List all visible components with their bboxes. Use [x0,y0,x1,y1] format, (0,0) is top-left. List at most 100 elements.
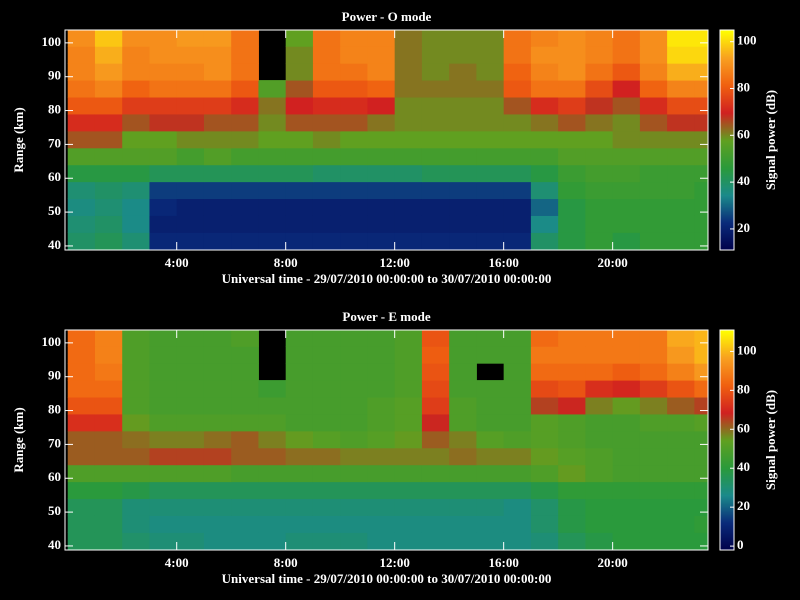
heatmap-cell [94,130,123,149]
heatmap-cell [340,232,368,250]
heatmap-cell [258,130,287,149]
colorbar-step [720,330,734,333]
colorbar-step [720,382,734,385]
heatmap-cell [340,80,368,98]
heatmap-cell [394,380,423,398]
heatmap-cell [203,232,232,250]
colorbar-step [720,426,734,429]
heatmap-cell [312,232,341,250]
heatmap-cell [176,198,205,216]
heatmap-cell [476,113,505,132]
heatmap-cell [67,363,96,381]
colorbar-step [720,246,734,249]
heatmap-cell [421,464,450,483]
heatmap-cell [394,80,423,98]
colorbar-step [720,134,734,137]
heatmap-cell [421,80,450,98]
colorbar-step [720,534,734,537]
heatmap-cell [367,380,396,398]
heatmap-cell [340,481,368,500]
heatmap-cell [585,147,614,166]
heatmap-cell [122,330,150,347]
heatmap-cell [421,430,450,449]
heatmap-cell [285,63,314,81]
y-tick-label: 80 [48,402,61,417]
heatmap-cell [203,430,232,449]
heatmap-cell [67,380,96,398]
heatmap-cell [231,330,259,347]
heatmap-cell [203,515,232,533]
heatmap-cell [176,80,205,98]
heatmap-cell [67,181,96,200]
heatmap-cell [503,63,532,81]
colorbar-step [720,394,734,397]
colorbar-step [720,62,734,65]
heatmap-cell [122,397,150,415]
y-tick-label: 70 [48,135,61,150]
heatmap-cell [340,397,368,415]
colorbar-tick-label: 80 [737,381,750,396]
heatmap-cell [340,346,368,364]
heatmap-cell [421,330,450,347]
colorbar-step [720,120,734,123]
heatmap-cell [203,46,232,64]
heatmap-cell [340,215,368,233]
heatmap-cell [612,481,641,500]
x-tick-label: 12:00 [380,255,410,270]
colorbar-step [720,544,734,547]
heatmap-cell [667,232,695,250]
colorbar-step [720,40,734,43]
colorbar-step [720,232,734,235]
heatmap-cell [94,464,123,483]
heatmap-cell [203,130,232,149]
y-tick-label: 60 [48,169,61,184]
heatmap-cell [667,97,695,115]
heatmap-cell [612,164,641,183]
heatmap-cell [176,63,205,81]
heatmap-cell [639,380,668,398]
heatmap-cell [449,430,477,449]
colorbar-step [720,102,734,105]
colorbar-step [720,442,734,445]
colorbar-step [720,64,734,67]
heatmap-cell [639,498,668,516]
colorbar-step [720,56,734,59]
colorbar-step [720,516,734,519]
heatmap-cell [340,181,368,200]
heatmap-cell [94,346,123,364]
colorbar-step [720,152,734,155]
heatmap-cell [285,498,314,516]
heatmap-cell [639,481,668,500]
heatmap-cell [203,113,232,132]
colorbar-step [720,546,734,549]
heatmap-cell [67,80,96,98]
heatmap-cell [367,198,396,216]
heatmap-cell [367,30,396,47]
colorbar-step [720,514,734,517]
y-tick-label: 60 [48,469,61,484]
heatmap-cell [421,397,450,415]
heatmap-cell [394,346,423,364]
heatmap-cell [394,46,423,64]
heatmap-cell [421,380,450,398]
heatmap-cell [312,215,341,233]
heatmap-cell [231,181,259,200]
heatmap-cell [558,430,586,449]
heatmap-cell [449,481,477,500]
colorbar-step [720,400,734,403]
heatmap-cell [258,80,287,98]
heatmap-cell [476,481,505,500]
colorbar-step [720,54,734,57]
heatmap-cell [203,498,232,516]
heatmap-cell [503,232,532,250]
colorbar-step [720,504,734,507]
heatmap-cell [67,330,96,347]
heatmap-cell [476,164,505,183]
heatmap-cell [394,63,423,81]
heatmap-cell [176,481,205,500]
heatmap-cell [231,498,259,516]
heatmap-cell [67,397,96,415]
heatmap-cell [694,215,708,233]
heatmap-cell [585,481,614,500]
